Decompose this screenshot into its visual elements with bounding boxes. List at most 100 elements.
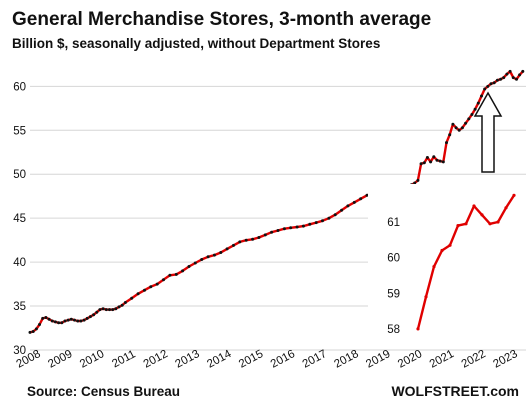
data-point <box>257 236 261 239</box>
data-point <box>31 330 35 333</box>
data-point <box>47 317 51 321</box>
data-point <box>155 282 159 286</box>
data-point <box>346 204 350 208</box>
data-point <box>101 307 105 311</box>
data-point <box>457 128 461 132</box>
chart-subtitle: Billion $, seasonally adjusted, without … <box>12 36 380 51</box>
data-point <box>314 221 318 225</box>
inset-data-point <box>496 220 500 224</box>
inset-data-point <box>432 265 436 269</box>
inset-data-point <box>512 193 516 197</box>
inset-y-tick-label: 58 <box>387 324 400 336</box>
data-point <box>505 72 509 76</box>
data-point <box>60 321 64 325</box>
data-point <box>111 308 115 312</box>
data-point <box>321 219 324 223</box>
data-point <box>206 255 210 259</box>
y-tick-label: 60 <box>13 81 26 93</box>
data-point <box>295 225 299 229</box>
data-point <box>270 230 274 234</box>
data-point <box>289 226 293 230</box>
data-point <box>85 316 89 320</box>
data-point <box>521 69 525 73</box>
chart-title: General Merchandise Stores, 3-month aver… <box>12 9 431 30</box>
y-axis-tick-labels: 30 35 40 45 50 55 60 <box>13 81 26 357</box>
data-point <box>438 159 442 163</box>
data-point <box>212 253 216 257</box>
data-point <box>419 162 423 166</box>
data-point <box>464 121 468 125</box>
brand-label: WOLFSTREET.com <box>391 383 519 399</box>
data-point <box>108 308 111 312</box>
data-point <box>238 240 242 244</box>
data-point <box>425 156 429 159</box>
inset-data-point <box>480 213 484 217</box>
data-point <box>28 330 32 334</box>
data-point <box>79 319 83 323</box>
data-point <box>76 319 80 323</box>
data-point <box>451 122 455 126</box>
data-point <box>467 117 471 121</box>
data-point <box>114 307 118 311</box>
data-point <box>448 133 452 137</box>
data-point <box>276 229 280 232</box>
inset-data-point <box>464 222 468 226</box>
data-point <box>187 265 191 268</box>
data-point <box>511 76 515 80</box>
inset-y-tick-label: 61 <box>387 217 400 229</box>
data-point <box>162 278 165 282</box>
data-point <box>263 233 267 237</box>
data-point <box>495 78 499 82</box>
data-point <box>232 243 235 247</box>
inset-y-tick-label: 60 <box>387 253 400 265</box>
data-point <box>82 318 86 322</box>
y-tick-label: 55 <box>13 125 26 137</box>
inset-background <box>368 184 528 340</box>
y-tick-label: 30 <box>13 345 26 357</box>
data-point <box>244 238 248 242</box>
inset-data-point <box>416 327 420 331</box>
data-point <box>63 319 67 323</box>
data-point <box>136 292 140 296</box>
y-tick-label: 35 <box>13 301 26 313</box>
data-point <box>120 303 124 307</box>
source-label: Source: Census Bureau <box>27 384 180 399</box>
data-point <box>473 107 477 111</box>
data-point <box>460 126 464 130</box>
inset-chart: 58 59 60 61 <box>368 184 528 340</box>
y-tick-label: 45 <box>13 213 26 225</box>
data-point <box>53 320 57 324</box>
data-point <box>50 319 54 323</box>
data-point <box>308 222 312 226</box>
data-point <box>225 247 229 251</box>
data-point <box>123 301 127 304</box>
data-point <box>416 178 420 182</box>
data-point <box>92 313 96 317</box>
data-point <box>483 87 487 91</box>
y-tick-label: 40 <box>13 257 26 269</box>
inset-data-point <box>504 206 508 210</box>
data-point <box>41 316 45 320</box>
data-point <box>518 73 522 77</box>
data-point <box>44 316 48 319</box>
data-point <box>301 224 305 228</box>
data-point <box>73 318 76 322</box>
data-point <box>95 310 99 314</box>
data-point <box>66 318 70 322</box>
data-point <box>57 321 61 325</box>
data-point <box>445 141 448 145</box>
data-point <box>38 323 41 326</box>
data-point <box>181 269 185 273</box>
data-point <box>143 288 146 292</box>
main-series <box>28 69 525 334</box>
data-point <box>470 113 474 116</box>
data-point <box>200 258 204 261</box>
data-point <box>432 155 436 159</box>
up-arrow-shape <box>473 91 503 173</box>
data-point <box>193 261 197 265</box>
inset-data-point <box>488 222 492 226</box>
data-point <box>508 69 512 73</box>
data-point <box>219 251 223 254</box>
inset-data-point <box>472 204 476 208</box>
